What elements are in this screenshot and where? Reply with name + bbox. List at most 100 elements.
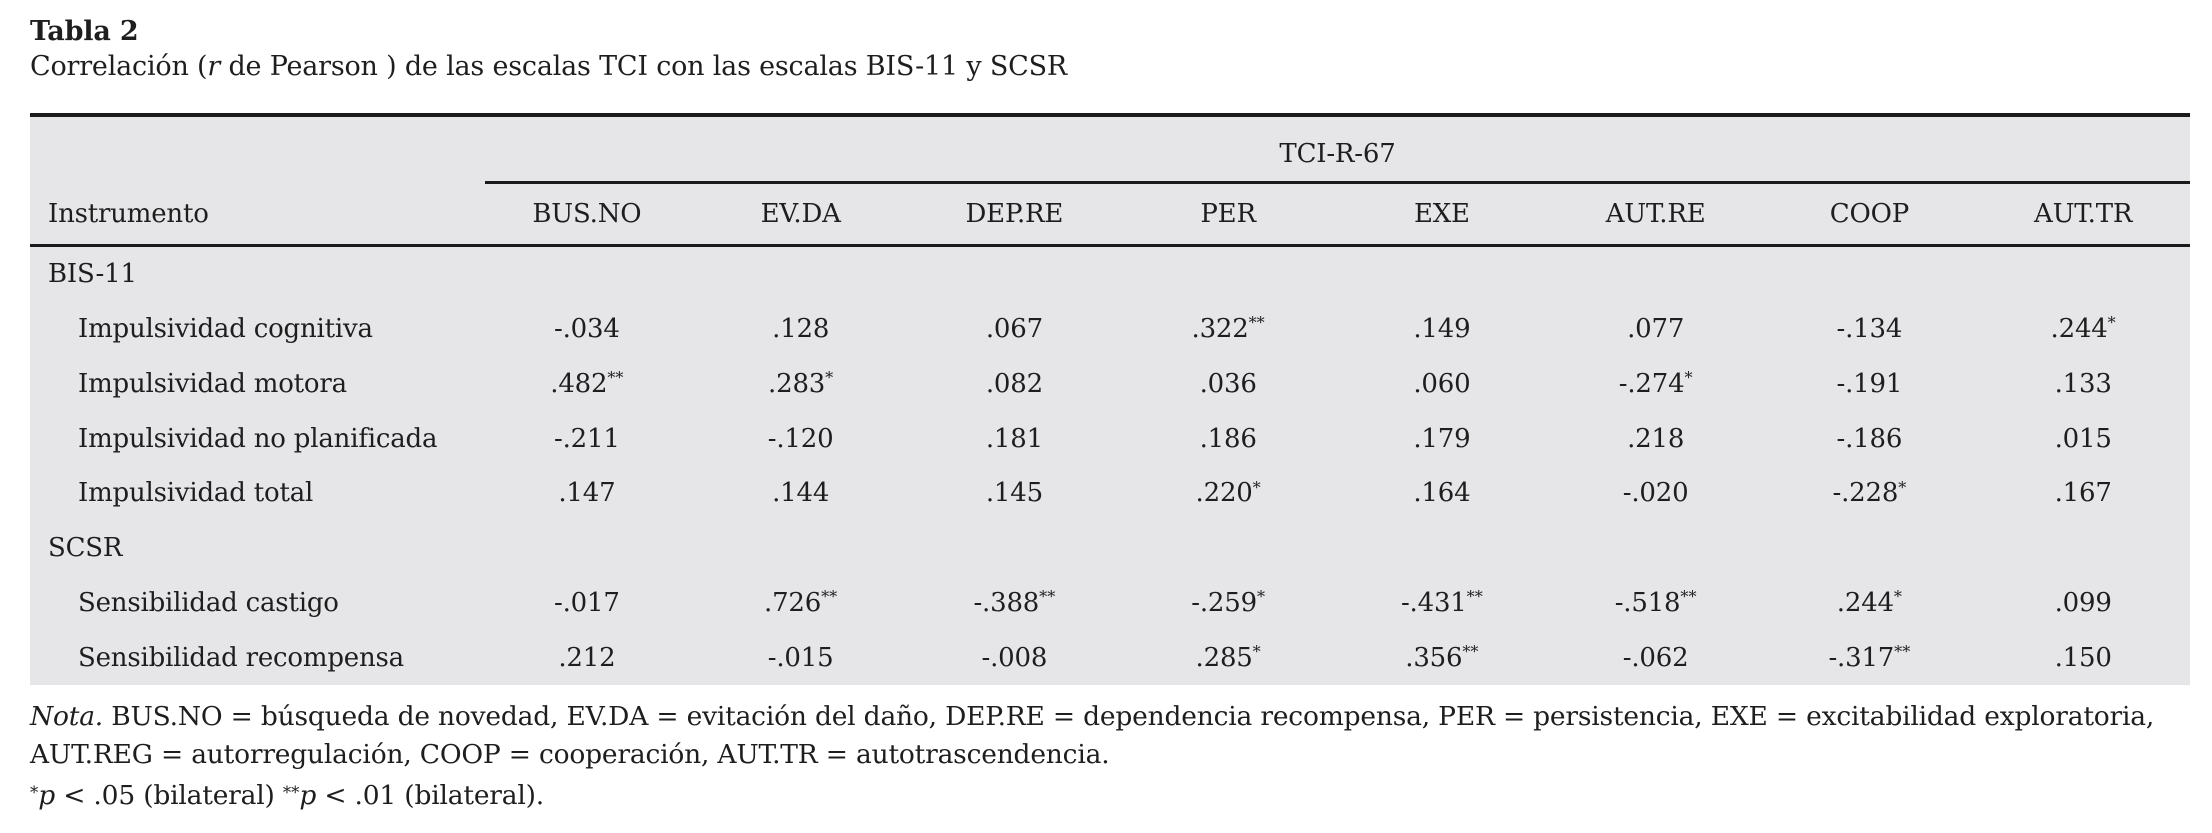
correlation-value: -.015 [767,642,834,673]
correlation-value: .128 [772,314,830,345]
correlation-value: .036 [1199,368,1257,399]
correlation-value: .145 [985,478,1043,509]
significance-marker: * [825,368,834,388]
correlation-value: -.317** [1828,641,1911,673]
table-row: Impulsividad total .147 .144 .145 .220* .164 -… [30,466,2190,521]
row-label: Impulsividad total [78,478,314,509]
italic-p: p [299,780,317,811]
correlation-value: .244* [1836,587,1902,618]
column-header: EV.DA [760,199,841,229]
row-header-label: Instrumento [48,199,209,229]
table-caption-block: Tabla 2 Correlación (r de Pearson ) de l… [30,14,2190,84]
row-label: Impulsividad motora [78,368,347,399]
correlation-value: -.388** [973,587,1056,618]
table-title: Correlación (r de Pearson ) de las escal… [30,49,2190,84]
table-row: Impulsividad cognitiva -.034 .128 .067 .322*… [30,302,2190,357]
correlation-value: -.034 [554,314,620,345]
significance-marker: * [1252,641,1261,661]
section-label: BIS-11 [48,259,137,290]
correlation-value: .220* [1195,477,1261,509]
column-header: EXE [1413,199,1470,229]
significance-marker: * [1893,587,1902,607]
correlation-value: .218 [1627,423,1685,454]
significance-marker: * [1252,477,1261,497]
significance-marker: ** [821,587,838,607]
correlation-value: -.431** [1400,587,1483,618]
significance-marker: ** [1039,587,1056,607]
correlation-value: .077 [1627,314,1685,345]
column-header: AUT.RE [1605,199,1706,229]
significance-marker: ** [1466,587,1483,607]
correlation-value: -.228* [1832,477,1907,509]
spanner-row: TCI-R-67 [30,117,2190,184]
significance-marker: * [30,783,39,803]
significance-marker: ** [1248,313,1265,333]
correlation-value: .164 [1413,478,1471,509]
table-body: BIS-11 Impulsividad cognitiva -.034 .128 .06… [30,247,2190,685]
correlation-value: -.274* [1618,368,1693,399]
table-note: Nota. BUS.NO = búsqueda de novedad, EV.D… [30,698,2188,774]
column-header: BUS.NO [532,199,642,229]
correlation-value: .133 [2054,368,2112,399]
correlation-value: -.120 [767,423,834,454]
significance-marker: * [1256,587,1265,607]
correlation-value: .181 [985,423,1043,454]
correlation-value: .144 [772,478,830,509]
column-header: DEP.RE [965,199,1064,229]
correlation-value: .322** [1191,313,1265,345]
section-row: BIS-11 [30,247,2190,302]
correlation-value: -.191 [1836,368,1903,399]
correlation-value: -.062 [1622,642,1689,673]
correlation-value: .285* [1195,641,1261,673]
column-header-row: Instrumento BUS.NO EV.DA DEP.RE PER EXE AUT.RE… [30,184,2190,247]
correlation-value: -.259* [1191,587,1265,618]
abbreviation-definitions: BUS.NO = búsqueda de novedad, EV.DA = ev… [30,701,2155,770]
correlation-value: .244* [2050,313,2116,345]
correlation-value: .149 [1413,314,1471,345]
significance-marker: * [1898,477,1907,497]
correlation-value: .186 [1199,423,1257,454]
correlation-value: -.211 [554,423,620,454]
table-title-italic-r: r [207,51,221,82]
table-row: Sensibilidad castigo -.017 .726** -.388** -.… [30,576,2190,631]
significance-marker: ** [1462,641,1479,661]
correlation-value: -.186 [1836,423,1903,454]
table-title-pre: Correlación ( [30,51,208,82]
significance-marker: ** [607,368,624,388]
correlation-table: TCI-R-67 Instrumento BUS.NO EV.DA DEP.RE PER… [30,113,2190,685]
correlation-value: .356** [1405,641,1479,673]
correlation-value: -.008 [981,642,1048,673]
correlation-value: .150 [2054,642,2112,673]
table-row: Impulsividad no planificada -.211 -.120 .18… [30,411,2190,466]
table-number: Tabla 2 [30,16,139,47]
correlation-value: .482** [550,368,624,399]
correlation-value: -.134 [1836,314,1903,345]
significance-note: *p < .05 (bilateral) **p < .01 (bilatera… [30,780,545,811]
row-label: Sensibilidad castigo [78,587,339,618]
table-footnotes: Nota. BUS.NO = búsqueda de novedad, EV.D… [30,698,2188,818]
column-header: COOP [1829,199,1909,229]
nota-label: Nota. [30,701,104,732]
significance-marker: ** [282,783,300,803]
row-label: Impulsividad cognitiva [78,314,373,345]
significance-marker: ** [1894,641,1911,661]
correlation-value: .147 [558,478,616,509]
correlation-value: .082 [985,368,1043,399]
correlation-value: -.518** [1614,587,1697,618]
significance-marker: ** [1680,587,1697,607]
correlation-value: .283* [768,368,834,399]
correlation-value: .212 [558,642,616,673]
table-row: Sensibilidad recompensa .212 -.015 -.008 .28… [30,630,2190,685]
correlation-value: -.017 [554,587,620,618]
column-header: PER [1200,199,1256,229]
table-title-post: de Pearson ) de las escalas TCI con las … [220,51,1068,82]
correlation-value: .015 [2054,423,2112,454]
correlation-value: .067 [985,314,1043,345]
correlation-value: .099 [2054,587,2112,618]
italic-p: p [38,780,55,811]
section-row: SCSR [30,521,2190,576]
correlation-value: .167 [2054,478,2112,509]
spanner-label: TCI-R-67 [1279,139,1396,169]
significance-marker: * [1684,368,1693,388]
spanner-spacer [30,117,485,184]
